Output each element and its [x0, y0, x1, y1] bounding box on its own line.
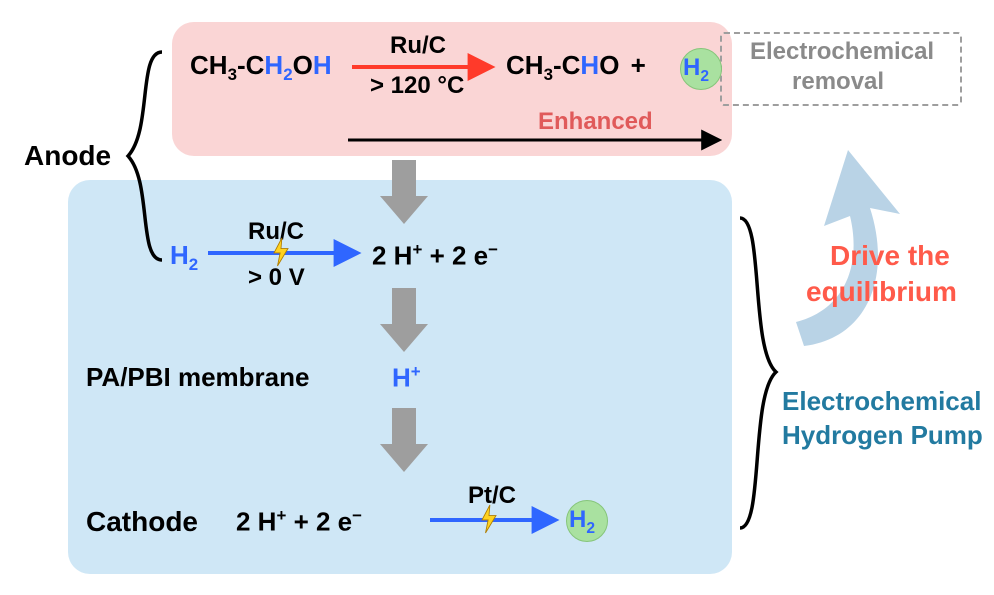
ehp-line2: Hydrogen Pump — [782, 420, 983, 451]
drive-line1: Drive the — [830, 240, 950, 272]
drive-line2: equilibrium — [806, 276, 957, 308]
ehp-line1: Electrochemical — [782, 386, 981, 417]
